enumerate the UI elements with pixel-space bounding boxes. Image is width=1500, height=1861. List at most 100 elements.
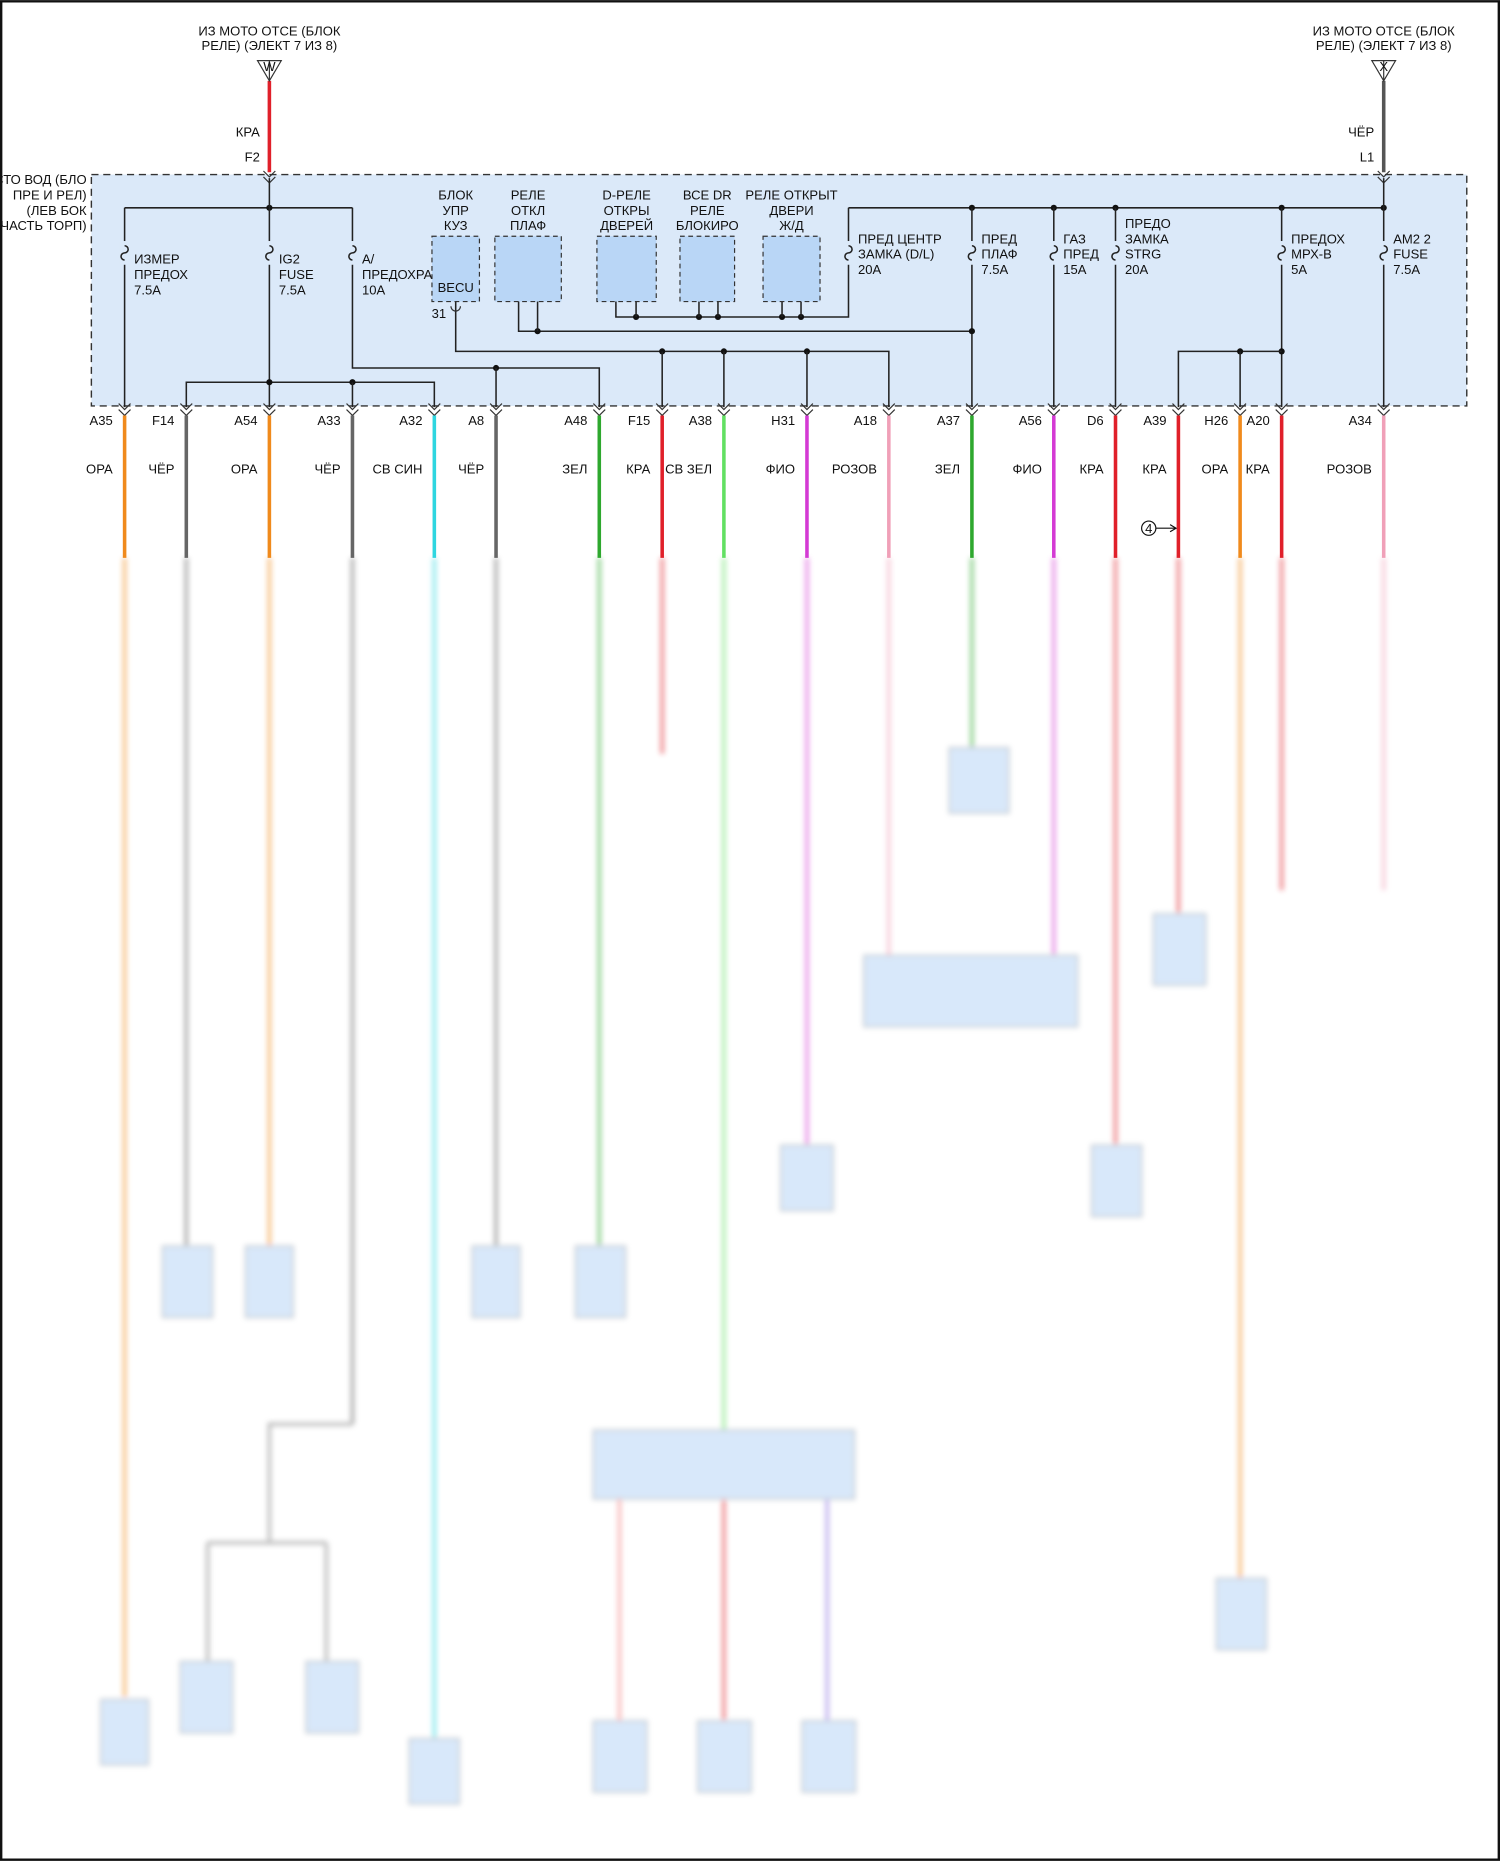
- wire-code: ЗЕЛ: [562, 462, 587, 477]
- pin-id: A20: [1247, 413, 1270, 428]
- fuse-symbol: [1277, 244, 1286, 261]
- pin-id: H31: [771, 413, 795, 428]
- relay-label: ПЛАФ: [510, 218, 546, 233]
- fuse-label: FUSE: [279, 267, 314, 282]
- junction: [968, 328, 976, 335]
- pin-id: A8: [468, 413, 484, 428]
- marker-circle: [1141, 520, 1157, 536]
- relay-label: Ж/Д: [779, 218, 804, 233]
- fuse-label: STRG: [1125, 247, 1161, 262]
- fuse-symbol: [844, 244, 853, 261]
- relay-label: УПР: [443, 203, 470, 218]
- relay-box: [494, 235, 562, 303]
- fuse-label: ПРЕДО: [1125, 216, 1171, 231]
- fuse-label: ПРЕД ЦЕНТР: [858, 231, 942, 246]
- blurred-box: [161, 1245, 214, 1318]
- pin-id: H26: [1204, 413, 1228, 428]
- relay-label: D-РЕЛЕ: [602, 187, 651, 202]
- relay-label: РЕЛЕ: [690, 203, 725, 218]
- blurred-box: [801, 1720, 857, 1793]
- fuse-label: 20A: [858, 262, 882, 277]
- fuse-symbol: [1379, 244, 1389, 261]
- fuse-label: AM2 2: [1393, 231, 1431, 246]
- wire-code: РОЗОВ: [1327, 462, 1372, 477]
- wire-code: КРА: [1246, 462, 1270, 477]
- blurred-box: [1152, 913, 1207, 986]
- source-label: РЕЛЕ) (ЭЛЕКТ 7 ИЗ 8): [1316, 38, 1452, 53]
- fuse-label: IG2: [279, 251, 300, 266]
- wire: [517, 301, 972, 332]
- pin-id: F15: [628, 413, 650, 428]
- blurred-box: [697, 1720, 752, 1793]
- marker-label: 4: [1145, 521, 1152, 536]
- wire-code: РОЗОВ: [832, 462, 877, 477]
- fuse-label: ПРЕД: [1063, 247, 1099, 262]
- fuse-label: ПРЕД: [981, 231, 1017, 246]
- source-label: ИЗ МОТО ОТСЕ (БЛОК: [198, 24, 341, 39]
- blurred-box: [100, 1698, 149, 1766]
- fuse-symbol: [265, 244, 274, 261]
- block-label: СТО ВОД (БЛО: [0, 172, 87, 187]
- pin-id: A56: [1019, 413, 1042, 428]
- fuse-label: 15A: [1063, 262, 1087, 277]
- blurred-box: [1091, 1144, 1143, 1218]
- connector-id: X: [1379, 59, 1388, 74]
- relay-label: БЛОКИРО: [676, 218, 739, 233]
- fuse-label: A/: [362, 251, 375, 266]
- wire-code: СВ СИН: [372, 462, 422, 477]
- fuse-label: ПРЕДОХРАНИ: [362, 267, 451, 282]
- fuse-label: 7.5A: [1393, 262, 1420, 277]
- fuse-symbol: [348, 244, 357, 261]
- wire-code: КРА: [626, 462, 650, 477]
- wire-code: ОРА: [1202, 462, 1229, 477]
- junction: [266, 379, 273, 386]
- wire-code: ЧЁР: [458, 462, 484, 477]
- relay-label: РЕЛЕ ОТКРЫТ: [745, 187, 837, 202]
- wire: [267, 1422, 353, 1543]
- junction: [1050, 204, 1057, 211]
- blurred-box: [780, 1144, 834, 1212]
- junction: [968, 204, 976, 211]
- pin-id: A35: [90, 413, 113, 428]
- fuse-label: FUSE: [1393, 247, 1428, 262]
- blurred-box: [471, 1245, 521, 1318]
- blurred-box: [245, 1245, 294, 1318]
- source-label: ИЗ МОТО ОТСЕ (БЛОК: [1313, 24, 1456, 39]
- pin-id: L1: [1360, 149, 1375, 164]
- blurred-box: [1215, 1577, 1267, 1651]
- junction: [1112, 204, 1119, 211]
- pin-id: D6: [1087, 413, 1104, 428]
- relay-label: БЛОК: [438, 187, 473, 202]
- fuse-label: ИЗМЕР: [134, 251, 180, 266]
- relay-label: КУЗ: [444, 218, 468, 233]
- fuse-label: МРХ-В: [1291, 247, 1332, 262]
- connector-id: W: [263, 59, 276, 74]
- fuse-label: 7.5A: [279, 282, 306, 297]
- wire-code: ФИО: [1012, 462, 1041, 477]
- wire-code: ЗЕЛ: [935, 462, 960, 477]
- wire-code: КРА: [1079, 462, 1103, 477]
- blurred-box: [305, 1660, 359, 1734]
- relay-label: РЕЛЕ: [511, 187, 546, 202]
- fuse-label: ПРЕДОХ: [134, 267, 188, 282]
- wire-code: СВ ЗЕЛ: [665, 462, 712, 477]
- blurred-box: [574, 1245, 626, 1318]
- wire: [1177, 350, 1282, 408]
- pin-id: A48: [564, 413, 587, 428]
- relay-box: [596, 235, 657, 303]
- pin-id: F2: [245, 149, 260, 164]
- fuse-label: ПЛАФ: [981, 247, 1017, 262]
- fuse-label: 7.5A: [134, 282, 161, 297]
- block-label: (ЛЕВ БОК: [27, 203, 87, 218]
- pin-id: A18: [854, 413, 877, 428]
- pin-id: A38: [689, 413, 712, 428]
- block-label: ЧАСТЬ ТОРП): [0, 218, 86, 233]
- relay-label: ОТКРЫ: [604, 203, 650, 218]
- fuse-label: ПРЕДОХ: [1291, 231, 1345, 246]
- fuse-symbol: [1111, 244, 1120, 261]
- pin-id: A39: [1143, 413, 1166, 428]
- relay-box: [431, 235, 481, 303]
- blurred-box: [948, 747, 1010, 814]
